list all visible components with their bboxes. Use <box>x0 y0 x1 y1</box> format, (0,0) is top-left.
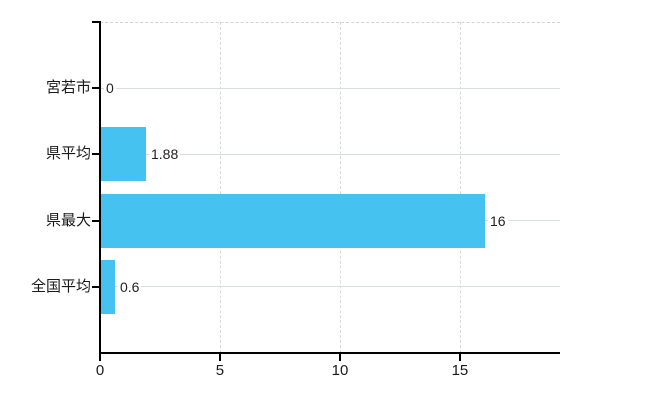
bar-value-label: 0 <box>104 78 116 99</box>
plot-top-border <box>100 22 560 23</box>
category-label: 宮若市 <box>45 79 91 97</box>
y-axis-top-tick <box>92 21 100 23</box>
category-label: 全国平均 <box>30 277 91 295</box>
v-gridline <box>459 22 461 353</box>
x-tick-label: 0 <box>95 362 105 379</box>
x-axis-tick <box>338 352 341 361</box>
bar-value-label: 16 <box>488 210 508 231</box>
x-axis-tick <box>458 352 461 361</box>
category-label: 県平均 <box>45 145 91 163</box>
x-axis-line <box>99 352 560 354</box>
y-axis-tick <box>92 219 100 222</box>
h-gridline <box>101 153 560 155</box>
bar <box>101 259 115 314</box>
y-axis-tick <box>92 87 100 90</box>
bar <box>101 193 485 248</box>
x-tick-label: 10 <box>331 362 349 379</box>
h-gridline <box>101 286 560 288</box>
bar <box>101 127 146 182</box>
category-label: 県最大 <box>45 211 91 229</box>
y-axis-tick <box>92 153 100 156</box>
v-gridline <box>219 22 221 353</box>
x-tick-label: 15 <box>451 362 469 379</box>
h-gridline <box>101 87 560 89</box>
x-tick-label: 5 <box>215 362 225 379</box>
v-gridline <box>339 22 341 353</box>
x-axis-tick <box>218 352 221 361</box>
bar-value-label: 0.6 <box>118 276 142 297</box>
y-axis-tick <box>92 285 100 288</box>
bar-value-label: 1.88 <box>149 144 181 165</box>
y-axis-line <box>99 21 101 361</box>
